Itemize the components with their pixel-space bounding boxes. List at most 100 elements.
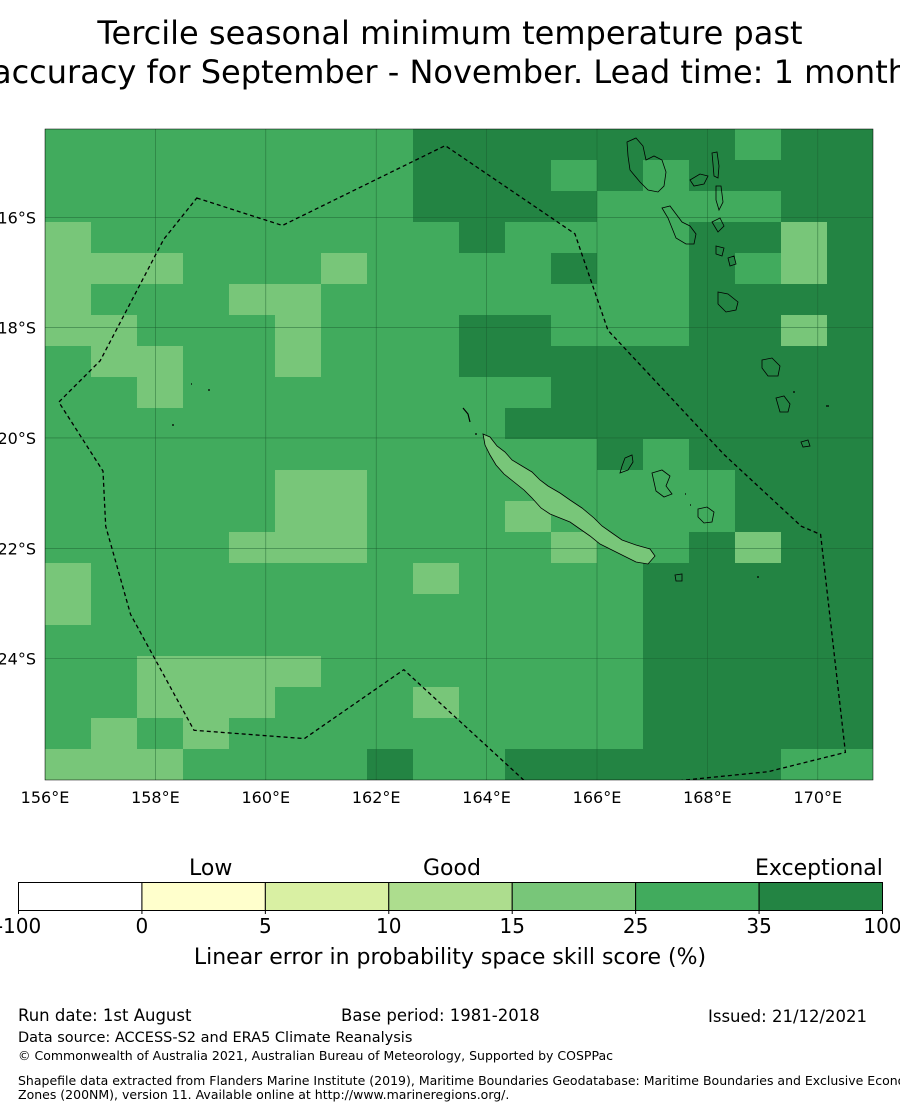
skill-cell [597,284,644,316]
skill-cell [45,284,92,316]
skill-cell [229,439,276,471]
skill-cell [781,625,828,657]
skill-cell [137,408,184,440]
skill-cell [735,191,782,223]
skill-cell [597,656,644,688]
skill-cell [459,129,506,161]
skill-cell [183,749,230,780]
skill-cell [505,563,552,595]
skill-cell [137,346,184,378]
skill-cell [413,284,460,316]
skill-cell [827,532,873,564]
skill-cell [597,563,644,595]
skill-cell [781,253,828,285]
skill-cell [735,129,782,161]
skill-cell [321,377,368,409]
issued-date: Issued: 21/12/2021 [708,1007,868,1026]
skill-cell [229,253,276,285]
skill-cell [551,439,598,471]
skill-cell [183,563,230,595]
skill-cell [137,563,184,595]
skill-cell [551,687,598,719]
colorbar-swatch [18,882,143,911]
skill-cell [367,315,414,347]
skill-cell [229,377,276,409]
skill-cell [735,315,782,347]
skill-cell [827,439,873,471]
latitude-label: 20°S [0,429,36,448]
chart-title-line-2: accuracy for September - November. Lead … [0,53,900,91]
skill-cell [459,253,506,285]
skill-cell [459,408,506,440]
skill-cell [321,625,368,657]
skill-cell [459,470,506,502]
skill-cell [229,563,276,595]
skill-cell [827,594,873,626]
skill-cell [827,222,873,254]
skill-cell [735,687,782,719]
skill-cell [413,687,460,719]
skill-cell [91,377,138,409]
skill-cell [321,470,368,502]
skill-cell [735,594,782,626]
skill-cell [643,656,690,688]
skill-cell [275,439,322,471]
coastlines [172,137,829,582]
colorbar-swatch [388,882,513,911]
skill-cell [321,532,368,564]
skill-cell [413,129,460,161]
skill-cell [735,656,782,688]
skill-cell [413,625,460,657]
skill-cell [827,501,873,533]
skill-cell [275,749,322,780]
skill-cell [735,377,782,409]
skill-cell [45,563,92,595]
skill-cell [781,315,828,347]
skill-cell [367,439,414,471]
skill-cell [505,532,552,564]
skill-cell [45,749,92,780]
skill-cell [413,501,460,533]
skill-cell [827,346,873,378]
skill-cell [689,594,736,626]
maewo-island [715,185,724,212]
skill-cell [367,687,414,719]
skill-cell [91,408,138,440]
skill-cell [689,439,736,471]
skill-cell [45,625,92,657]
skill-cell [91,501,138,533]
skill-cell [505,160,552,192]
longitude-tick-labels: 156°E 158°E 160°E 162°E 164°E 166°E 168°E 170°E [21,788,842,807]
skill-cell [367,594,414,626]
skill-cell [827,377,873,409]
skill-cell [551,718,598,750]
skill-cell [91,191,138,223]
skill-cell [183,160,230,192]
skill-cell [321,191,368,223]
skill-cell [183,284,230,316]
skill-cell [597,625,644,657]
skill-cell [643,346,690,378]
longitude-label: 156°E [21,788,70,807]
skill-cell [689,532,736,564]
skill-cell [91,718,138,750]
skill-cell [735,160,782,192]
skill-cell [275,532,322,564]
skill-cell [781,656,828,688]
skill-cell [597,470,644,502]
skill-cell [551,656,598,688]
shapefile-credit-line-2: Zones (200NM), version 11. Available onl… [18,1087,510,1102]
skill-cell [321,284,368,316]
skill-cell [91,594,138,626]
skill-cell [643,687,690,719]
skill-cell [91,625,138,657]
skill-cell [689,718,736,750]
skill-cell [45,191,92,223]
skill-cell [367,284,414,316]
skill-cell [597,377,644,409]
skill-cell [183,625,230,657]
skill-cell [781,222,828,254]
skill-cell [321,687,368,719]
skill-cell [229,594,276,626]
